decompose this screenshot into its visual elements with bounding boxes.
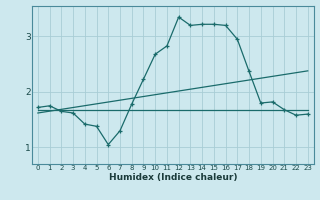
X-axis label: Humidex (Indice chaleur): Humidex (Indice chaleur) — [108, 173, 237, 182]
